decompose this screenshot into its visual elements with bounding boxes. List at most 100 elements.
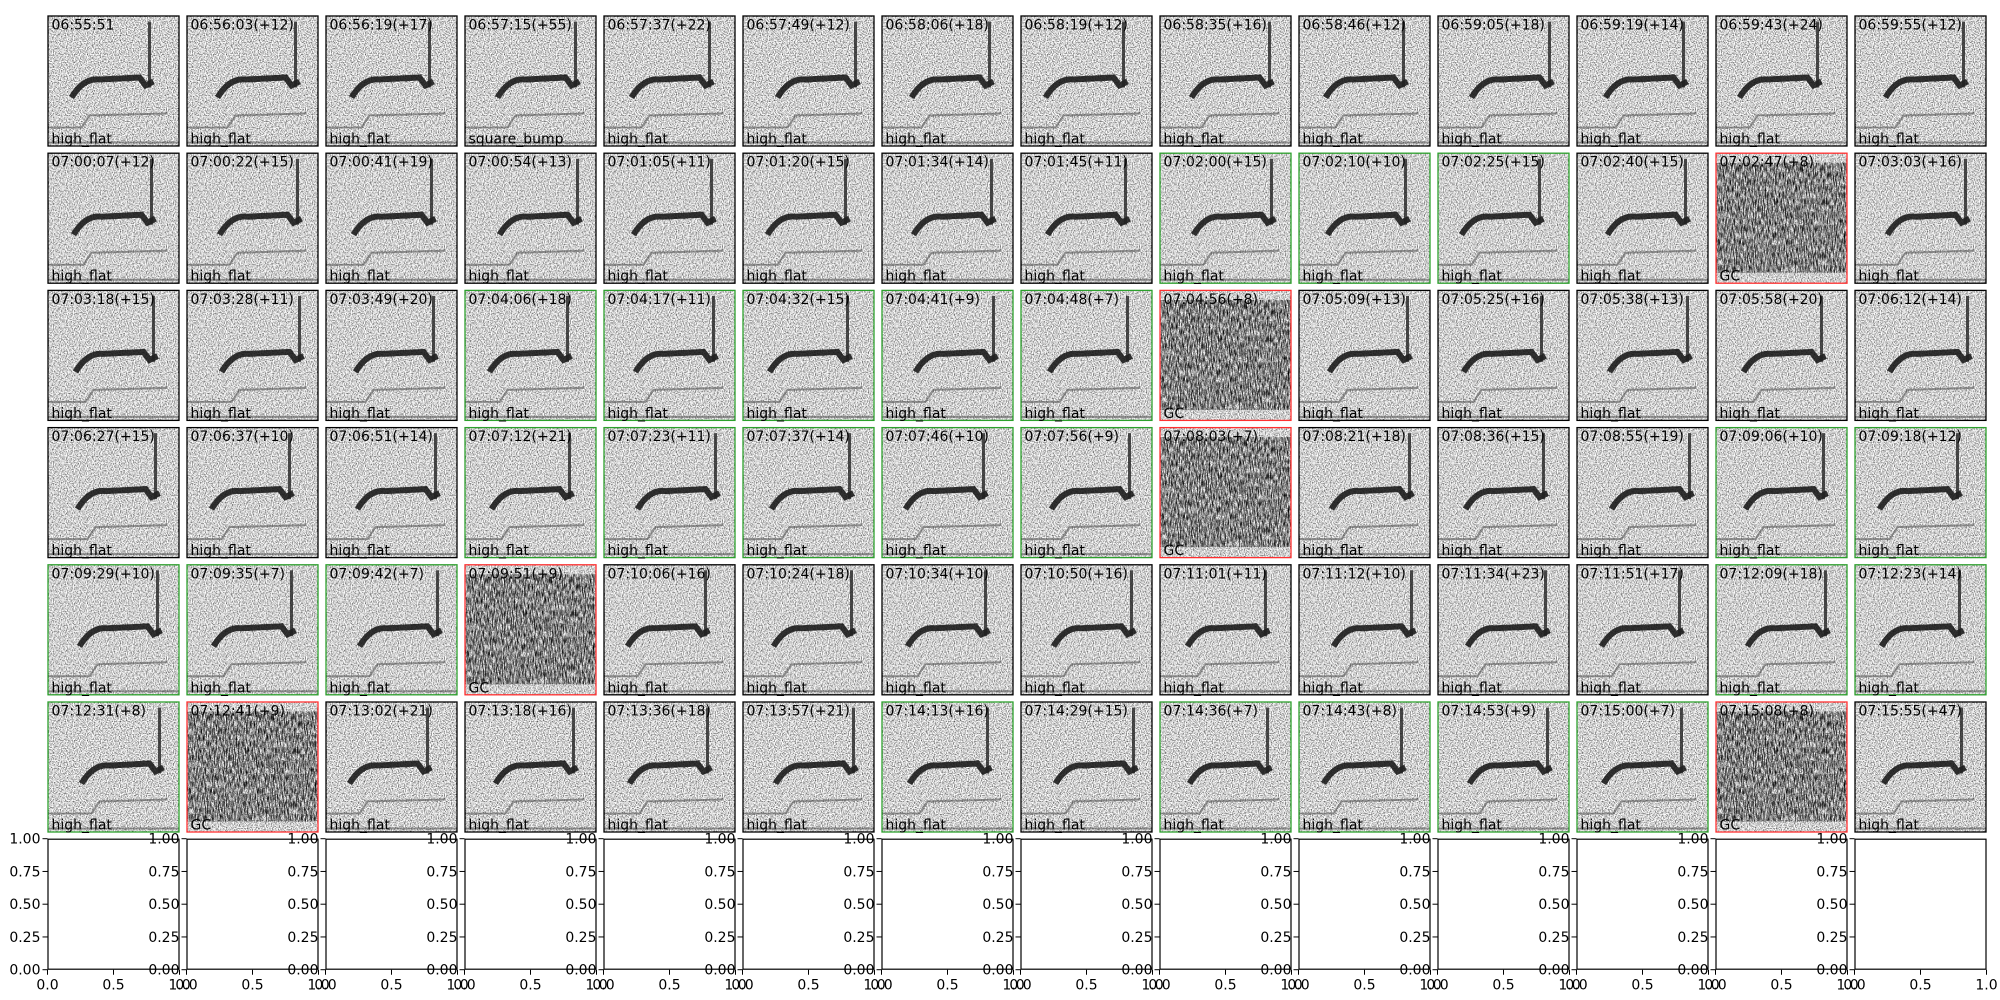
call-trace (910, 211, 997, 237)
empty-axes: 0.0 0.5 1.00.000.250.500.751.00 (982, 832, 1163, 994)
y-tick-label: 0.25 (287, 930, 318, 946)
x-tick-label: 0.0 (1565, 978, 1587, 994)
panel-label: high_flat (1859, 132, 1920, 148)
panel-frame (881, 426, 1014, 559)
call-trace (494, 74, 581, 100)
panel-frame (1159, 701, 1292, 833)
y-tick-label: 0.50 (982, 897, 1013, 913)
call-trace (68, 74, 155, 100)
y-tick-label: 1.00 (1399, 832, 1430, 848)
x-tick-label: 0.0 (1009, 978, 1031, 994)
panel-frame (1020, 564, 1153, 696)
panel-label: high_flat (52, 680, 113, 696)
x-tick-label: 0.5 (241, 978, 263, 994)
panel-label: high_flat (52, 818, 113, 834)
spectrogram-panel: 07:09:06(+10) high_flat (1715, 426, 1848, 559)
panel-time: 06:58:06(+18) (886, 18, 989, 34)
panel-frame (186, 426, 319, 559)
spectrogram-panel: 07:08:36(+15) high_flat (1437, 426, 1570, 559)
panel-label: high_flat (1164, 680, 1225, 696)
call-trace (1882, 74, 1969, 100)
panel-frame (881, 152, 1014, 284)
x-tick-label: 1.0 (307, 978, 329, 994)
call-trace (603, 249, 736, 281)
panel-frame (1576, 152, 1709, 284)
panel-label: high_flat (608, 680, 669, 696)
panel-frame (1437, 289, 1570, 422)
panel-time: 07:11:12(+10) (1303, 566, 1406, 582)
call-trace (1576, 798, 1709, 830)
y-tick-label: 0.50 (1399, 897, 1430, 913)
panel-time: 07:10:34(+10) (886, 566, 989, 582)
panel-time: 07:01:45(+11) (1025, 155, 1128, 171)
y-tick-label: 1.00 (148, 832, 179, 848)
panel-label: GC (191, 818, 212, 834)
panel-time: 07:09:06(+10) (1720, 429, 1823, 445)
call-trace (603, 386, 736, 418)
call-trace (1462, 486, 1549, 511)
panel-frame (742, 564, 875, 696)
call-trace (486, 348, 573, 374)
y-tick-label: 0.00 (1677, 963, 1708, 979)
call-trace (881, 524, 1014, 556)
call-trace (218, 348, 305, 374)
panel-frame (1159, 426, 1292, 559)
panel-frame (881, 564, 1014, 696)
panel-label: high_flat (608, 818, 669, 834)
x-tick-label: 1.0 (1836, 978, 1858, 994)
panel-label: high_flat (52, 132, 113, 148)
panel-time: 07:05:09(+13) (1303, 292, 1406, 308)
y-tick-label: 0.00 (1399, 963, 1430, 979)
spectrogram-panel: 07:01:20(+15) high_flat (742, 152, 875, 285)
call-trace (186, 249, 319, 281)
panel-label: high_flat (52, 269, 113, 285)
spectrogram-panel: 07:06:12(+14) high_flat (1854, 289, 1987, 422)
spectrogram-panel: 07:09:29(+10) high_flat (47, 564, 180, 696)
call-trace (1854, 798, 1987, 830)
y-tick-label: 0.50 (426, 897, 457, 913)
call-trace (1298, 386, 1431, 418)
panel-frame (1298, 15, 1431, 147)
panel-label: high_flat (469, 818, 530, 834)
spectrogram-panel: 07:09:42(+7) high_flat (325, 564, 458, 696)
call-trace (208, 486, 295, 511)
y-tick-label: 0.00 (1816, 963, 1847, 979)
x-tick-label: 1.0 (1975, 978, 1997, 994)
call-trace (488, 486, 575, 511)
spectrogram-panel: 07:02:00(+15) high_flat (1159, 152, 1292, 285)
call-trace (902, 486, 989, 511)
spectrogram-panel: 07:13:36(+18) high_flat (603, 701, 736, 834)
y-tick-label: 0.75 (426, 864, 457, 880)
panel-time: 07:06:37(+10) (191, 429, 294, 445)
panel-time: 07:03:28(+11) (191, 292, 294, 308)
call-trace (1184, 623, 1271, 648)
call-trace (186, 661, 319, 693)
panel-frame (1020, 152, 1153, 284)
panel-label: GC (1164, 406, 1185, 422)
panel-label: high_flat (747, 269, 808, 285)
spectrogram-panel: 07:01:34(+14) high_flat (881, 152, 1014, 285)
call-trace (603, 798, 736, 830)
panel-label: high_flat (1581, 543, 1642, 559)
panel-time: 06:57:49(+12) (747, 18, 850, 34)
spectrogram-panel: 07:10:24(+18) high_flat (742, 564, 875, 696)
y-tick-label: 1.00 (9, 832, 40, 848)
panel-label: high_flat (1164, 818, 1225, 834)
panel-frame (742, 426, 875, 559)
panel-frame (1020, 289, 1153, 422)
empty-axes: 0.0 0.5 1.00.000.250.500.751.00 (1816, 832, 1997, 994)
panel-time: 07:07:12(+21) (469, 429, 572, 445)
panel-label: high_flat (1164, 269, 1225, 285)
spectrogram-panel: 07:06:51(+14) high_flat (325, 426, 458, 559)
spectrogram-panel: 07:03:18(+15) high_flat (47, 289, 180, 422)
spectrogram-panel: 07:03:03(+16) high_flat (1854, 152, 1987, 285)
spectrogram-panel: 07:04:56(+8) GC (1159, 289, 1292, 422)
panel-time: 07:02:25(+15) (1442, 155, 1545, 171)
y-tick-label: 0.75 (1538, 864, 1569, 880)
call-trace (603, 661, 736, 693)
panel-frame (186, 15, 319, 147)
panel-label: high_flat (1303, 406, 1364, 422)
y-tick-label: 1.00 (287, 832, 318, 848)
panel-time: 07:15:08(+8) (1720, 704, 1814, 720)
axes-frame (742, 838, 875, 970)
